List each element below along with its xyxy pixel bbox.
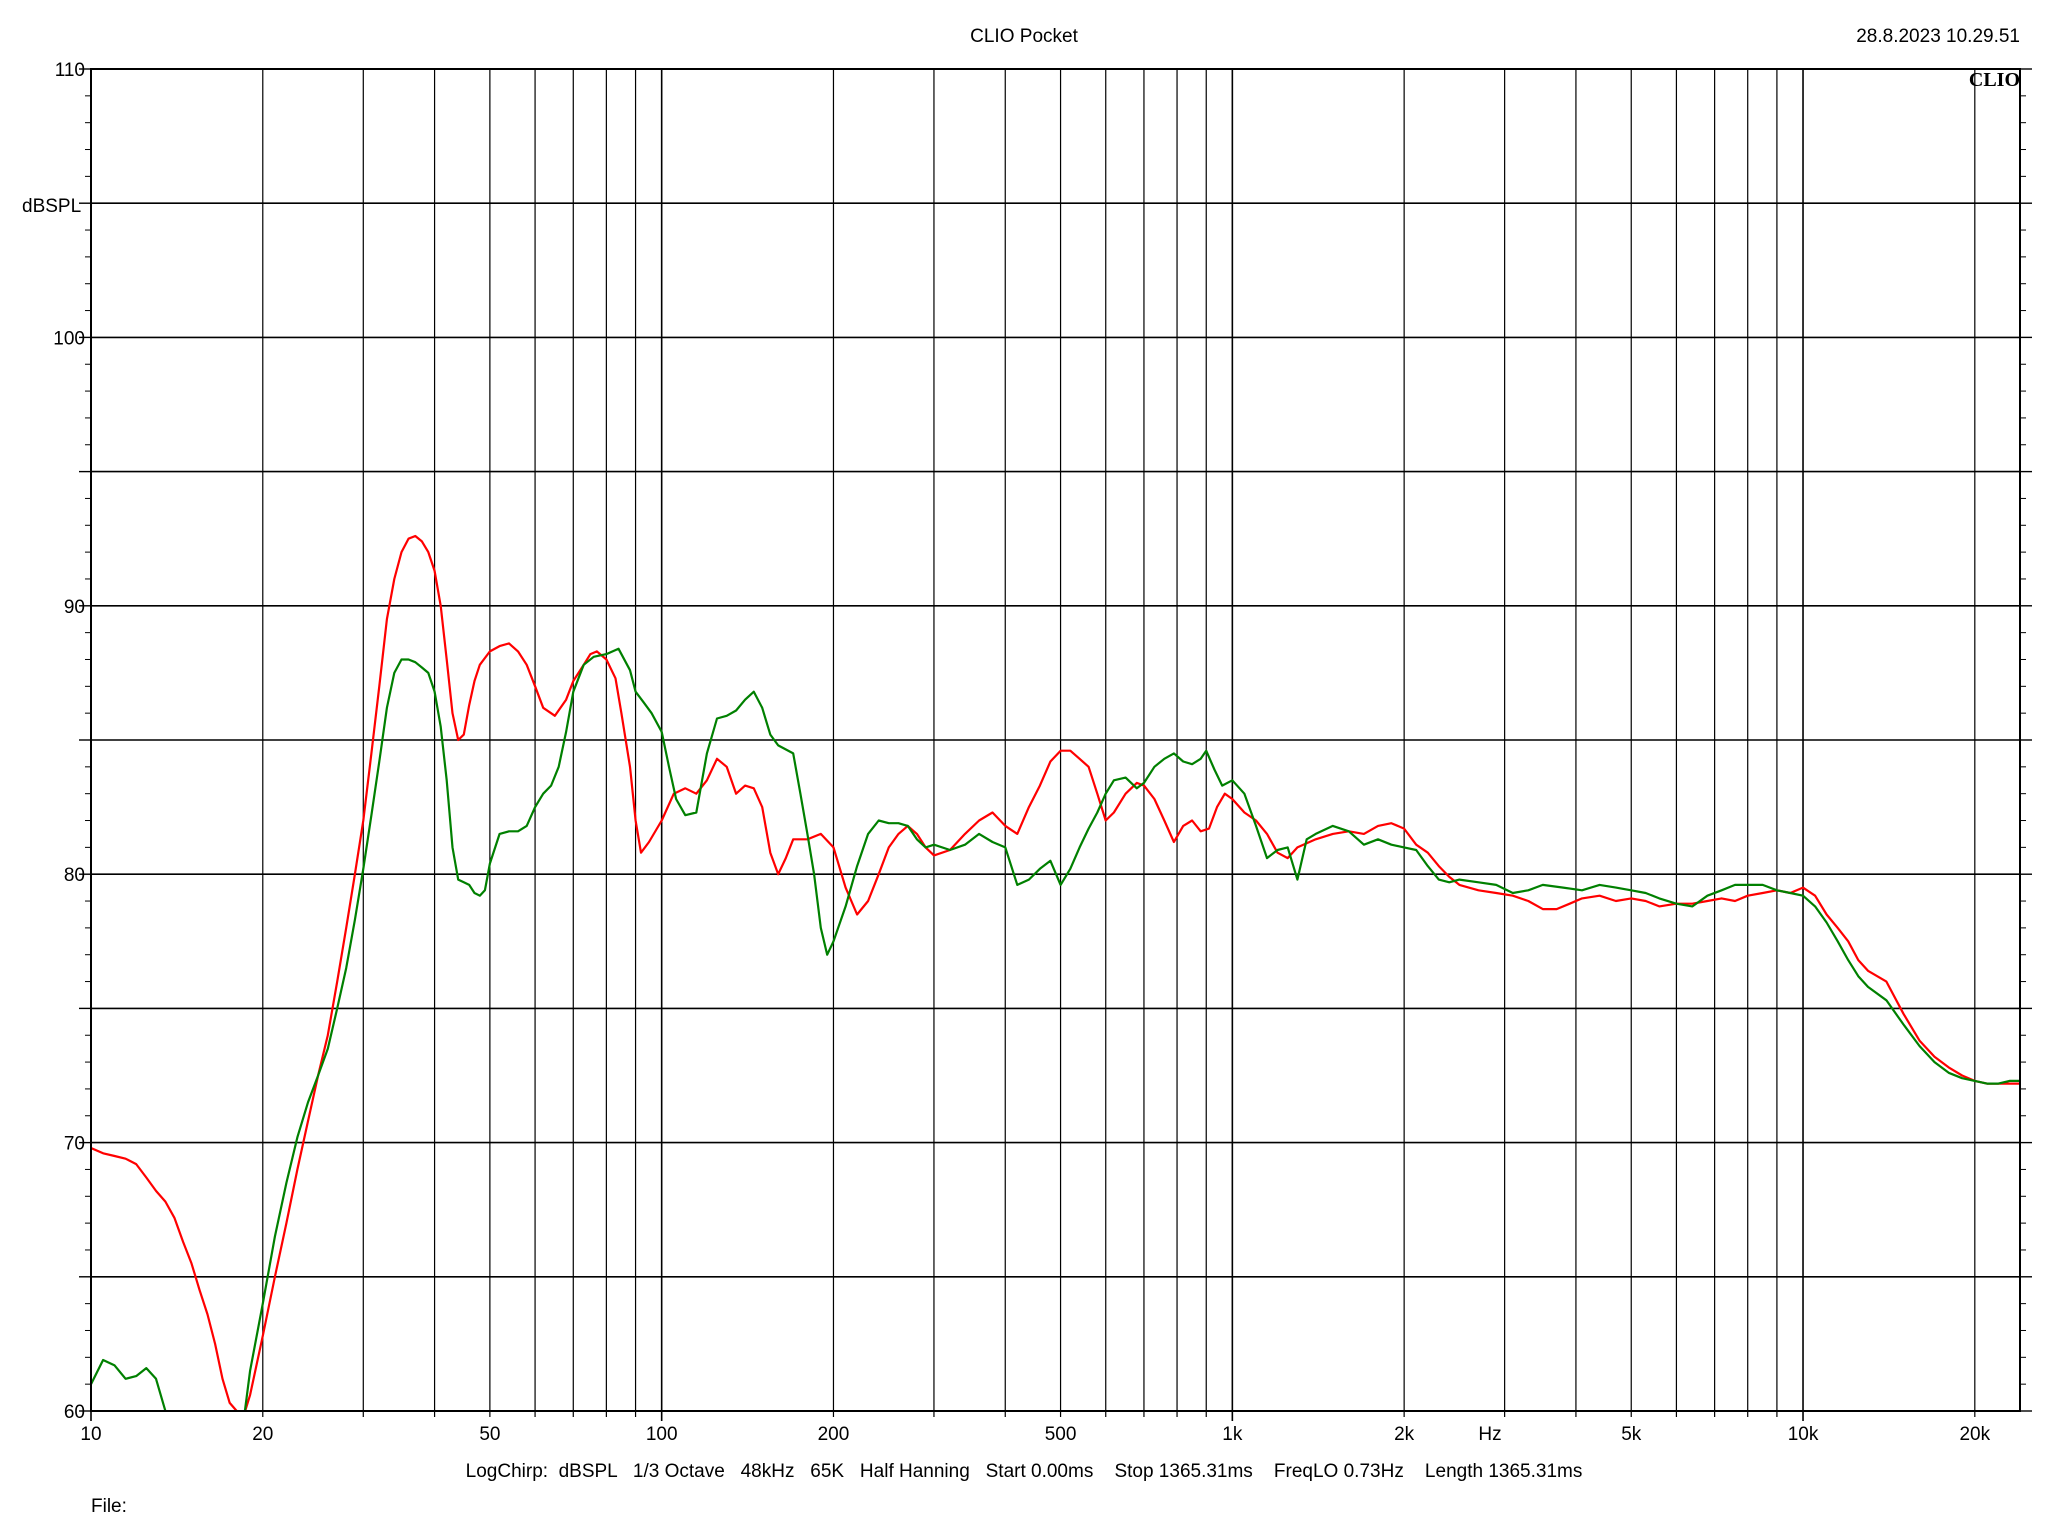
tick-labels: 60 70 80 90 100 110 10 20 50 100 200 500 1k 2k 5k 10k 20… [53, 60, 1990, 1445]
series-red-line [91, 534, 2020, 1411]
timestamp: 28.8.2023 10.29.51 [1856, 26, 2020, 47]
y-tick-label: 100 [53, 328, 85, 349]
file-label: File: [91, 1496, 127, 1517]
x-tick-label: 200 [818, 1424, 850, 1445]
x-tick-label: 50 [479, 1424, 500, 1445]
x-tick-label: 10 [80, 1424, 101, 1445]
x-tick-label: 20k [1959, 1424, 1990, 1445]
x-axis-label: Hz [1478, 1424, 1501, 1445]
chart-title: CLIO Pocket [970, 26, 1078, 47]
y-tick-label: 80 [64, 865, 85, 886]
x-tick-label: 1k [1222, 1424, 1243, 1445]
x-tick-label: 5k [1621, 1424, 1642, 1445]
measurement-settings: LogChirp: dBSPL 1/3 Octave 48kHz 65K Hal… [466, 1461, 1583, 1482]
x-tick-label: 2k [1394, 1424, 1415, 1445]
x-tick-label: 20 [252, 1424, 273, 1445]
series-green-line [91, 647, 2020, 1411]
y-axis-label: dBSPL [22, 196, 81, 217]
x-tick-label: 100 [646, 1424, 678, 1445]
y-tick-label: 90 [64, 597, 85, 618]
y-tick-label: 70 [64, 1134, 85, 1155]
clio-logo: CLIO [1969, 69, 2020, 91]
x-tick-label: 500 [1045, 1424, 1077, 1445]
y-tick-label: 110 [55, 60, 85, 81]
y-tick-label: 60 [64, 1402, 85, 1423]
x-tick-label: 10k [1788, 1424, 1819, 1445]
plot-frame [90, 68, 2021, 1412]
series-layer [91, 534, 2020, 1411]
